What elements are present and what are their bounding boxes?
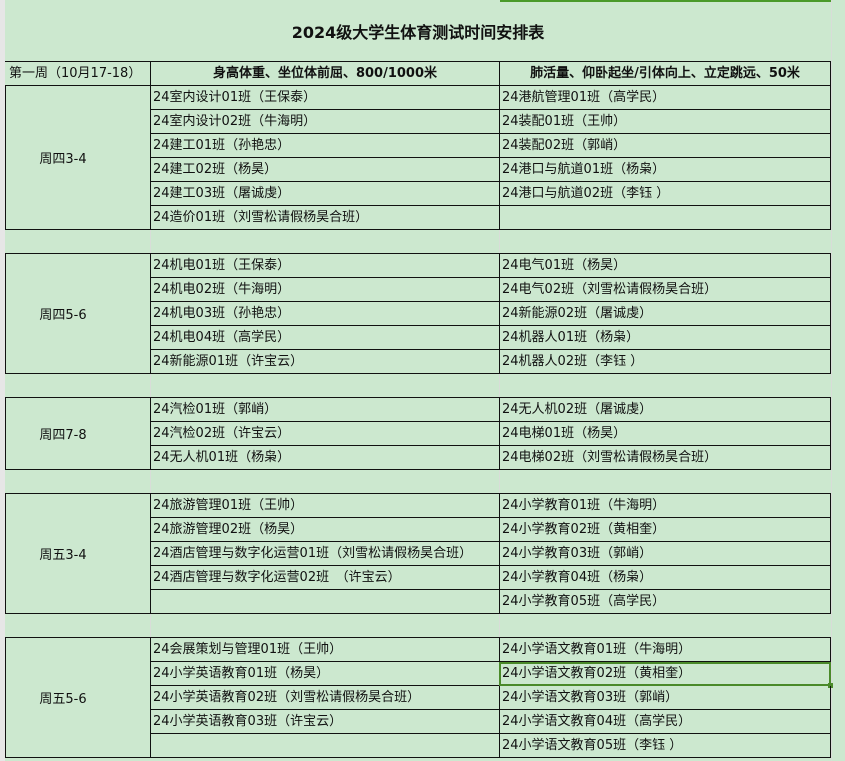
class-cell-col2[interactable]: 24小学教育03班（郭峭）	[499, 542, 831, 566]
table-row: 24无人机01班（杨枭） 24电梯02班（刘雪松请假杨昊合班）	[5, 446, 831, 470]
class-cell-col2[interactable]: 24小学教育04班（杨枭）	[499, 566, 831, 590]
time-slot-group: 周五3-4 24旅游管理01班（王帅） 24小学教育01班（牛海明） 24旅游管理02…	[5, 493, 831, 614]
class-cell-col1[interactable]: 24机电03班（孙艳忠）	[150, 302, 499, 326]
table-row: 24汽检01班（郭峭） 24无人机02班（屠诚虔）	[5, 398, 831, 422]
table-row: 24小学语文教育05班（李钰 ）	[5, 734, 831, 758]
class-cell-col2[interactable]: 24小学教育05班（高学民）	[499, 590, 831, 614]
table-row: 24造价01班（刘雪松请假杨昊合班）	[5, 206, 831, 230]
class-cell-col2[interactable]: 24电气01班（杨昊）	[499, 254, 831, 278]
table-row: 24小学英语教育03班（许宝云） 24小学语文教育04班（高学民）	[5, 710, 831, 734]
class-cell-col1[interactable]: 24旅游管理01班（王帅）	[150, 494, 499, 518]
table-row: 24会展策划与管理01班（王帅） 24小学语文教育01班（牛海明）	[5, 638, 831, 662]
table-row: 24室内设计02班（牛海明） 24装配01班（王帅）	[5, 110, 831, 134]
selection-indicator	[500, 0, 831, 2]
table-row: 24新能源01班（许宝云） 24机器人02班（李钰 ）	[5, 350, 831, 374]
header-col1[interactable]: 身高体重、坐位体前屈、800/1000米	[150, 62, 499, 86]
empty-cell[interactable]	[150, 614, 499, 638]
sheet-title[interactable]: 2024级大学生体育测试时间安排表	[291, 22, 545, 42]
class-cell-col1[interactable]: 24旅游管理02班（杨昊）	[150, 518, 499, 542]
class-cell-col2[interactable]: 24机器人01班（杨枭）	[499, 326, 831, 350]
spacer-row	[5, 469, 831, 494]
empty-cell[interactable]	[499, 230, 831, 254]
time-slot-group: 周四5-6 24机电01班（王保泰） 24电气01班（杨昊） 24机电02班（牛海明）…	[5, 253, 831, 374]
table-row: 24机电01班（王保泰） 24电气01班（杨昊）	[5, 254, 831, 278]
class-cell-col1[interactable]	[150, 590, 499, 614]
table-row: 24机电03班（孙艳忠） 24新能源02班（屠诚虔）	[5, 302, 831, 326]
spacer-row	[5, 373, 831, 398]
table-row: 24小学英语教育02班（刘雪松请假杨昊合班） 24小学语文教育03班（郭峭）	[5, 686, 831, 710]
class-cell-col2[interactable]: 24小学教育01班（牛海明）	[499, 494, 831, 518]
class-cell-col2[interactable]: 24港口与航道02班（李钰 ）	[499, 182, 831, 206]
class-cell-col2[interactable]: 24小学语文教育01班（牛海明）	[499, 638, 831, 662]
class-cell-col1[interactable]: 24汽检01班（郭峭）	[150, 398, 499, 422]
spacer-row	[5, 229, 831, 254]
class-cell-col2[interactable]: 24机器人02班（李钰 ）	[499, 350, 831, 374]
class-cell-col2[interactable]: 24小学教育02班（黄相奎）	[499, 518, 831, 542]
time-slot-group: 周四7-8 24汽检01班（郭峭） 24无人机02班（屠诚虔） 24汽检02班（许宝云…	[5, 397, 831, 470]
class-cell-col2[interactable]: 24小学语文教育05班（李钰 ）	[499, 734, 831, 758]
header-col2[interactable]: 肺活量、仰卧起坐/引体向上、立定跳远、50米	[499, 62, 831, 86]
class-cell-col1[interactable]: 24酒店管理与数字化运营01班（刘雪松请假杨昊合班）	[150, 542, 499, 566]
class-cell-col1[interactable]: 24汽检02班（许宝云）	[150, 422, 499, 446]
table-row: 24酒店管理与数字化运营02班 （许宝云） 24小学教育04班（杨枭）	[5, 566, 831, 590]
class-cell-col1[interactable]: 24新能源01班（许宝云）	[150, 350, 499, 374]
class-cell-col2[interactable]: 24小学语文教育04班（高学民）	[499, 710, 831, 734]
table-row: 24汽检02班（许宝云） 24电梯01班（杨昊）	[5, 422, 831, 446]
table-bottom-border	[5, 757, 831, 758]
empty-cell[interactable]	[150, 230, 499, 254]
class-cell-col1[interactable]: 24机电04班（高学民）	[150, 326, 499, 350]
table-row: 24旅游管理02班（杨昊） 24小学教育02班（黄相奎）	[5, 518, 831, 542]
class-cell-col1[interactable]	[150, 734, 499, 758]
class-cell-col1[interactable]: 24室内设计01班（王保泰）	[150, 86, 499, 110]
class-cell-col2[interactable]: 24新能源02班（屠诚虔）	[499, 302, 831, 326]
table-row: 24小学教育05班（高学民）	[5, 590, 831, 614]
class-cell-col2[interactable]: 24电梯01班（杨昊）	[499, 422, 831, 446]
table-row: 24室内设计01班（王保泰） 24港航管理01班（高学民）	[5, 86, 831, 110]
time-slot-group: 周五5-6 24会展策划与管理01班（王帅） 24小学语文教育01班（牛海明） 24小…	[5, 637, 833, 758]
class-cell-col2[interactable]: 24装配01班（王帅）	[499, 110, 831, 134]
table-row: 24建工01班（孙艳忠） 24装配02班（郭峭）	[5, 134, 831, 158]
class-cell-col1[interactable]: 24无人机01班（杨枭）	[150, 446, 499, 470]
table-row: 24小学英语教育01班（杨昊） 24小学语文教育02班（黄相奎）	[5, 662, 833, 688]
class-cell-col2[interactable]: 24小学语文教育02班（黄相奎）	[499, 662, 833, 688]
table-row: 24建工03班（屠诚虔） 24港口与航道02班（李钰 ）	[5, 182, 831, 206]
class-cell-col1[interactable]: 24小学英语教育02班（刘雪松请假杨昊合班）	[150, 686, 499, 710]
table-row: 24机电04班（高学民） 24机器人01班（杨枭）	[5, 326, 831, 350]
class-cell-col2[interactable]: 24港航管理01班（高学民）	[499, 86, 831, 110]
header-week[interactable]: 第一周（10月17-18）	[5, 62, 150, 86]
empty-cell[interactable]	[499, 614, 831, 638]
class-cell-col2[interactable]: 24装配02班（郭峭）	[499, 134, 831, 158]
class-cell-col2[interactable]: 24港口与航道01班（杨枭）	[499, 158, 831, 182]
class-cell-col2[interactable]: 24小学语文教育03班（郭峭）	[499, 686, 831, 710]
class-cell-col1[interactable]: 24机电01班（王保泰）	[150, 254, 499, 278]
selected-cell-text: 24小学语文教育02班（黄相奎）	[502, 666, 692, 681]
table-row: 24旅游管理01班（王帅） 24小学教育01班（牛海明）	[5, 494, 831, 518]
table-row: 24机电02班（牛海明） 24电气02班（刘雪松请假杨昊合班）	[5, 278, 831, 302]
class-cell-col2[interactable]: 24电气02班（刘雪松请假杨昊合班）	[499, 278, 831, 302]
class-cell-col2[interactable]: 24电梯02班（刘雪松请假杨昊合班）	[499, 446, 831, 470]
header-row: 第一周（10月17-18） 身高体重、坐位体前屈、800/1000米 肺活量、仰…	[5, 61, 831, 86]
class-cell-col1[interactable]: 24建工02班（杨昊）	[150, 158, 499, 182]
fill-handle[interactable]	[828, 683, 833, 688]
empty-cell[interactable]	[150, 374, 499, 398]
spacer-row	[5, 613, 831, 638]
class-cell-col1[interactable]: 24机电02班（牛海明）	[150, 278, 499, 302]
class-cell-col1[interactable]: 24会展策划与管理01班（王帅）	[150, 638, 499, 662]
empty-cell[interactable]	[499, 374, 831, 398]
class-cell-col2[interactable]: 24无人机02班（屠诚虔）	[499, 398, 831, 422]
class-cell-col1[interactable]: 24室内设计02班（牛海明）	[150, 110, 499, 134]
table-row: 24建工02班（杨昊） 24港口与航道01班（杨枭）	[5, 158, 831, 182]
time-slot-group: 周四3-4 24室内设计01班（王保泰） 24港航管理01班（高学民） 24室内设计0…	[5, 85, 831, 230]
class-cell-col1[interactable]: 24小学英语教育03班（许宝云）	[150, 710, 499, 734]
class-cell-col1[interactable]: 24建工01班（孙艳忠）	[150, 134, 499, 158]
class-cell-col2[interactable]	[499, 206, 831, 230]
class-cell-col1[interactable]: 24小学英语教育01班（杨昊）	[150, 662, 499, 686]
table-row: 24酒店管理与数字化运营01班（刘雪松请假杨昊合班） 24小学教育03班（郭峭）	[5, 542, 831, 566]
class-cell-col1[interactable]: 24酒店管理与数字化运营02班 （许宝云）	[150, 566, 499, 590]
empty-cell[interactable]	[150, 470, 499, 494]
empty-cell[interactable]	[499, 470, 831, 494]
class-cell-col1[interactable]: 24建工03班（屠诚虔）	[150, 182, 499, 206]
class-cell-col1[interactable]: 24造价01班（刘雪松请假杨昊合班）	[150, 206, 499, 230]
